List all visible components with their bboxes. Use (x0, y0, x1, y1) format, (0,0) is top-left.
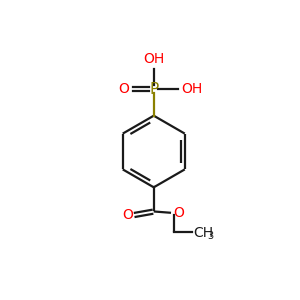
Text: O: O (118, 82, 129, 96)
Text: OH: OH (143, 52, 164, 66)
Text: CH: CH (194, 226, 214, 240)
Text: 3: 3 (208, 231, 214, 241)
Text: O: O (122, 208, 133, 222)
Text: OH: OH (181, 82, 202, 96)
Text: P: P (149, 82, 158, 97)
Text: O: O (173, 206, 184, 220)
